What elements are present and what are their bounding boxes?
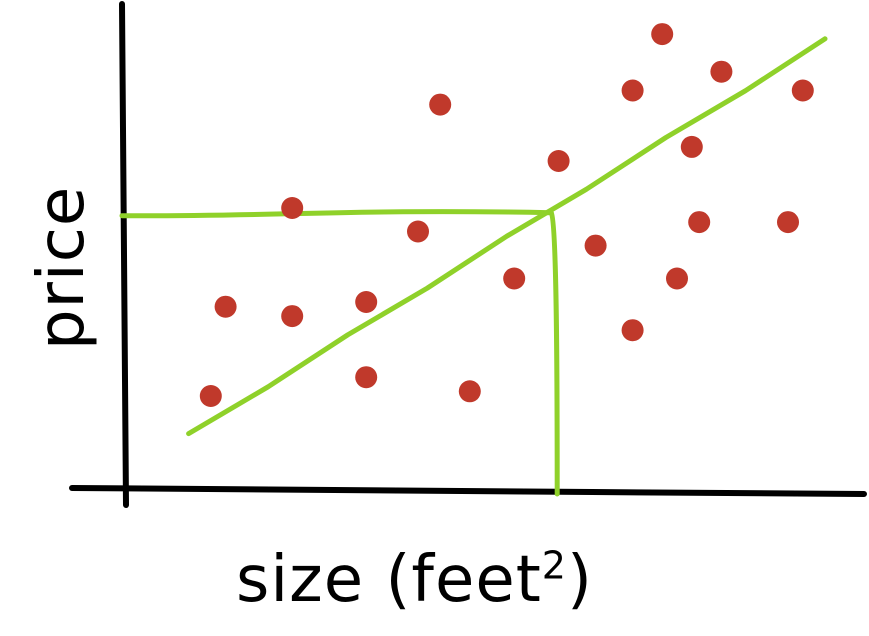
data-point <box>458 380 481 403</box>
data-point <box>355 291 378 313</box>
data-point <box>199 385 222 407</box>
data-point <box>214 295 237 318</box>
data-point <box>791 79 814 102</box>
fit-line <box>186 36 828 437</box>
data-point <box>407 220 429 243</box>
data-point <box>281 197 304 219</box>
data-point <box>584 234 607 257</box>
data-point <box>680 135 703 158</box>
x-axis-line <box>69 485 867 497</box>
x-axis-label-superscript: 2 <box>541 543 567 588</box>
x-axis-label-text: size (feet <box>236 543 542 617</box>
y-axis-label: price <box>25 185 99 350</box>
prediction-horizontal-line <box>119 209 554 219</box>
x-axis-label: size (feet2) <box>236 547 593 612</box>
data-point <box>281 305 304 328</box>
data-points <box>199 23 814 407</box>
data-point <box>355 366 378 389</box>
data-point <box>429 93 452 116</box>
data-point <box>621 319 644 342</box>
data-point <box>666 267 688 290</box>
y-axis-line <box>119 1 129 508</box>
data-point <box>688 211 711 234</box>
data-point <box>777 211 799 234</box>
data-point <box>547 150 570 172</box>
data-point <box>651 23 674 46</box>
data-point <box>503 267 526 290</box>
prediction-guides <box>119 209 560 497</box>
axes <box>69 1 867 508</box>
fit-line-group <box>186 36 828 437</box>
x-axis-label-close: ) <box>566 543 593 617</box>
data-point <box>621 79 644 102</box>
data-point <box>710 60 733 83</box>
prediction-vertical-line <box>548 210 560 497</box>
